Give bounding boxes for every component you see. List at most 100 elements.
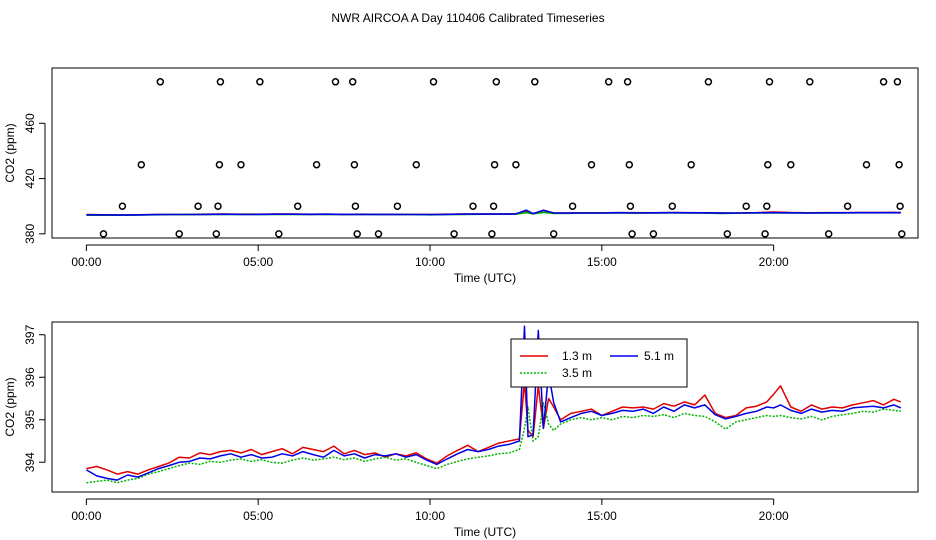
calibration-point	[764, 160, 772, 169]
top-panel-x-tick-label: 20:00	[759, 255, 789, 269]
calibration-point	[898, 230, 906, 238]
top-panel-x-tick-label: 10:00	[415, 255, 445, 269]
bottom-panel-x-label: Time (UTC)	[454, 525, 516, 539]
calibration-point	[351, 202, 360, 210]
calibration-point	[625, 160, 634, 169]
bottom-panel-x-tick-label: 05:00	[243, 509, 273, 523]
calibration-point	[412, 160, 421, 169]
calibration-point	[256, 78, 264, 86]
top-panel-series-5-1-m	[86, 209, 901, 216]
bottom-panel-y-label: CO2 (ppm)	[3, 377, 17, 436]
bottom-panel-series-3-5-m	[86, 402, 901, 484]
calibration-point	[156, 78, 165, 86]
calibration-point	[350, 160, 359, 169]
legend-label-1-3m: 1.3 m	[562, 349, 592, 363]
bottom-panel-y-tick-label: 394	[23, 452, 37, 472]
calibration-point	[490, 160, 499, 169]
bottom-panel-frame	[51, 321, 919, 493]
calibration-point	[293, 202, 302, 210]
calibration-point	[879, 78, 888, 86]
calibration-point	[765, 78, 774, 86]
top-panel-x-tick-label: 05:00	[243, 255, 273, 269]
top-panel-y-tick-label: 380	[23, 224, 37, 244]
calibration-point	[429, 78, 438, 86]
bottom-panel-x-tick-label: 20:00	[759, 509, 789, 523]
calibration-point	[237, 160, 245, 169]
calibration-point	[374, 230, 383, 238]
calibration-point	[843, 202, 852, 210]
calibration-point	[628, 230, 636, 238]
bottom-panel-x-tick-label: 00:00	[71, 509, 101, 523]
legend-label-5-1m: 5.1 m	[644, 349, 674, 363]
top-panel-series	[86, 209, 901, 216]
bottom-panel-x-axis: 00:00 05:00 10:00 15:00 20:00	[71, 498, 789, 523]
top-panel-calibration-points	[99, 78, 906, 238]
calibration-point	[626, 202, 635, 210]
calibration-point	[348, 78, 357, 86]
calibration-point	[568, 202, 577, 210]
calibration-point	[531, 78, 539, 86]
calibration-point	[862, 160, 871, 169]
top-panel-x-axis: 00:00 05:00 10:00 15:00 20:00	[71, 244, 789, 269]
legend-box	[510, 338, 688, 388]
calibration-point	[215, 160, 224, 169]
top-panel-x-label: Time (UTC)	[454, 271, 516, 285]
top-panel-y-label: CO2 (ppm)	[3, 123, 17, 182]
calibration-point	[118, 202, 127, 210]
calibration-point	[549, 230, 558, 238]
bottom-panel-y-tick-label: 395	[23, 409, 37, 429]
bottom-panel-y-axis: 394 395 396 397	[23, 324, 46, 472]
calibration-point	[893, 78, 902, 86]
bottom-panel-series-5-1-m	[86, 325, 902, 481]
calibration-point	[469, 202, 477, 210]
calibration-point	[214, 202, 222, 210]
calibration-point	[723, 230, 732, 238]
calibration-point	[312, 160, 321, 169]
bottom-panel-x-tick-label: 10:00	[415, 509, 445, 523]
calibration-point	[824, 230, 833, 238]
calibration-point	[450, 230, 458, 238]
calibration-point	[99, 230, 108, 238]
bottom-panel-y-tick-label: 396	[23, 367, 37, 387]
top-panel: 00:00 05:00 10:00 15:00 20:00 380 420 460 Time…	[3, 67, 919, 285]
legend-label-3-5m: 3.5 m	[562, 366, 592, 380]
calibration-point	[668, 202, 677, 210]
top-panel-x-tick-label: 00:00	[71, 255, 101, 269]
bottom-panel-series	[86, 325, 902, 484]
top-panel-x-tick-label: 15:00	[587, 255, 617, 269]
calibration-point	[353, 230, 361, 238]
calibration-point	[489, 202, 498, 210]
calibration-point	[687, 160, 695, 169]
calibration-point	[704, 78, 713, 86]
calibration-point	[787, 160, 795, 169]
calibration-point	[895, 160, 903, 169]
calibration-point	[216, 78, 225, 86]
calibration-point	[275, 230, 283, 238]
calibration-point	[742, 202, 750, 210]
bottom-panel: 00:00 05:00 10:00 15:00 20:00 394 395 396 397 T…	[3, 321, 919, 539]
calibration-point	[331, 78, 340, 86]
calibration-point	[175, 230, 183, 238]
top-panel-y-tick-label: 460	[23, 113, 37, 133]
calibration-point	[587, 160, 596, 169]
calibration-point	[896, 202, 904, 210]
chart-title: NWR AIRCOA A Day 110406 Calibrated Times…	[331, 11, 604, 25]
calibration-point	[212, 230, 221, 238]
calibration-point	[623, 78, 632, 86]
legend: 1.3 m 5.1 m 3.5 m	[510, 338, 688, 388]
calibration-point	[649, 230, 658, 238]
calibration-point	[492, 78, 501, 86]
calibration-point	[761, 230, 769, 238]
bottom-panel-y-tick-label: 397	[23, 324, 37, 344]
bottom-panel-x-tick-label: 15:00	[587, 509, 617, 523]
calibration-point	[512, 160, 520, 169]
bottom-panel-series-1-3-m	[86, 380, 902, 475]
calibration-point	[763, 202, 771, 210]
calibration-point	[137, 160, 146, 169]
calibration-point	[393, 202, 402, 210]
top-panel-y-axis: 380 420 460	[23, 113, 46, 244]
calibration-point	[604, 78, 613, 86]
calibration-point	[194, 202, 202, 210]
calibration-point	[488, 230, 496, 238]
